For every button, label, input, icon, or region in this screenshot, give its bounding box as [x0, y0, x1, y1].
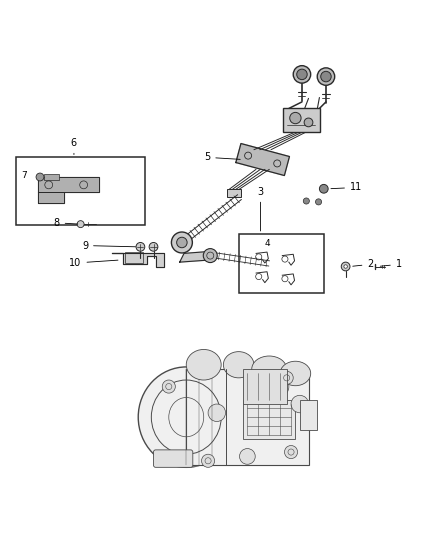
Circle shape — [297, 69, 307, 79]
Text: 8: 8 — [53, 218, 78, 228]
Text: 6: 6 — [71, 138, 77, 155]
Text: 3: 3 — [258, 187, 264, 231]
Circle shape — [291, 395, 308, 413]
Text: 10: 10 — [69, 258, 118, 268]
Circle shape — [171, 232, 192, 253]
Polygon shape — [38, 192, 64, 203]
Circle shape — [290, 112, 301, 124]
Polygon shape — [186, 369, 308, 465]
Circle shape — [285, 446, 297, 458]
Bar — [16, 157, 145, 225]
Circle shape — [177, 237, 187, 248]
Circle shape — [341, 262, 350, 271]
Bar — [243, 369, 287, 404]
Circle shape — [293, 66, 311, 83]
Circle shape — [201, 454, 215, 467]
Bar — [239, 234, 324, 293]
Bar — [125, 252, 143, 263]
Circle shape — [162, 380, 175, 393]
Ellipse shape — [280, 361, 311, 386]
Circle shape — [344, 265, 347, 268]
Ellipse shape — [186, 350, 221, 380]
Circle shape — [77, 221, 84, 228]
Text: 2: 2 — [353, 260, 374, 269]
Circle shape — [203, 248, 217, 263]
Polygon shape — [236, 143, 290, 175]
Text: 11: 11 — [331, 182, 362, 192]
Circle shape — [321, 71, 331, 82]
Circle shape — [317, 68, 335, 85]
Circle shape — [304, 118, 313, 127]
Text: 1: 1 — [380, 260, 402, 269]
Polygon shape — [180, 251, 212, 262]
Text: 9: 9 — [82, 240, 135, 251]
Circle shape — [136, 243, 145, 251]
Circle shape — [36, 173, 44, 181]
Circle shape — [280, 372, 293, 384]
Ellipse shape — [138, 367, 234, 467]
Circle shape — [303, 198, 309, 204]
Bar — [44, 174, 59, 180]
Ellipse shape — [252, 356, 287, 382]
Bar — [300, 400, 317, 430]
Circle shape — [149, 243, 158, 251]
Bar — [283, 108, 320, 133]
Bar — [243, 400, 295, 439]
Polygon shape — [38, 177, 99, 192]
Ellipse shape — [223, 352, 254, 378]
Bar — [186, 369, 308, 465]
Circle shape — [315, 199, 321, 205]
Circle shape — [267, 376, 289, 398]
FancyBboxPatch shape — [153, 450, 193, 467]
Circle shape — [319, 184, 328, 193]
Polygon shape — [112, 253, 164, 266]
Text: 7: 7 — [21, 171, 27, 180]
Circle shape — [208, 404, 226, 422]
Text: 4: 4 — [264, 239, 270, 248]
Circle shape — [240, 449, 255, 464]
Text: 5: 5 — [204, 152, 240, 163]
Bar — [227, 189, 241, 197]
